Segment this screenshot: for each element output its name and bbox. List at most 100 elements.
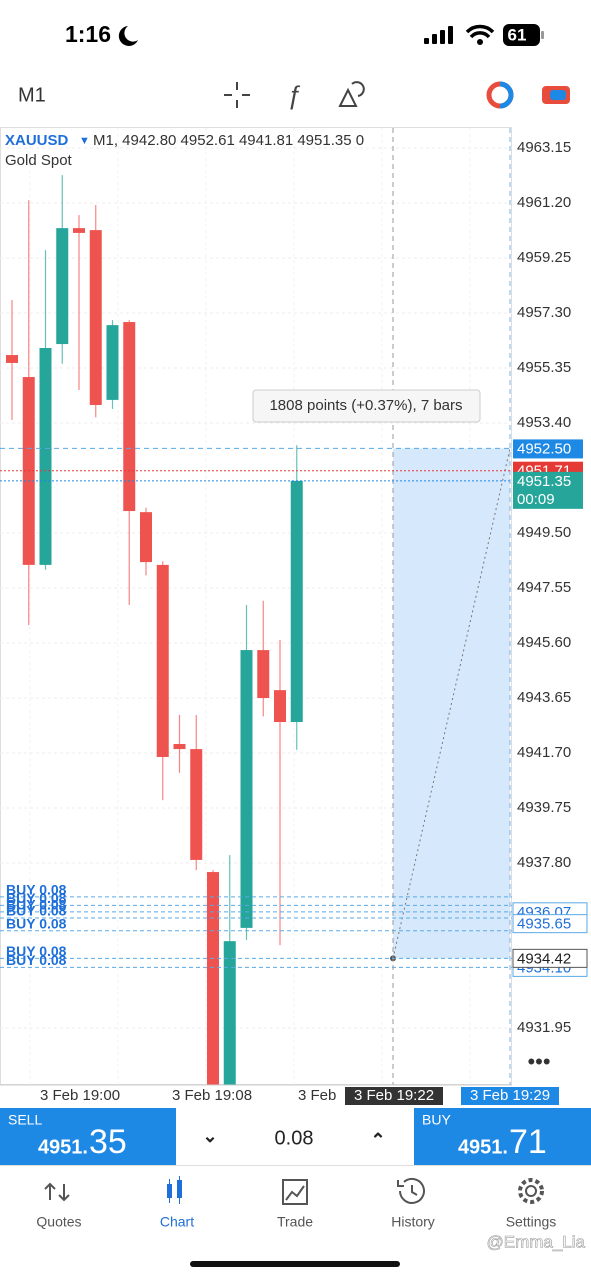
more-button[interactable]: ••• [527,1049,550,1074]
account-icon-part [499,81,514,109]
candle-body [73,228,85,233]
y-tick-label: 4937.80 [517,854,571,871]
bar-countdown: 00:09 [517,491,555,508]
volume-down[interactable]: ⌄ [202,1126,217,1146]
quotes-icon [44,1182,70,1202]
battery-level: 61 [508,25,527,44]
candle-body [190,749,203,860]
history-icon [397,1177,425,1204]
timeframe-button[interactable]: M1 [18,84,46,106]
grid: 4963.15 4961.20 4959.25 4957.30 4955.35 4953.… [0,128,571,1085]
tab-active[interactable]: Chart [160,1214,194,1230]
order-label: BUY 0.08 [6,897,67,913]
crosshair-time-bg [345,1087,443,1105]
sell-price-big: 35 [89,1123,127,1161]
candle-body [173,744,186,750]
order-label: BUY 0.08 [6,943,67,959]
measure-label-bg [252,389,481,423]
battery-cap [541,31,544,39]
y-tick-label: 4961.20 [517,194,571,211]
y-tick-label: 4949.50 [517,524,571,541]
tab[interactable]: Trade [277,1214,313,1230]
y-tick-label: 4957.30 [517,304,571,321]
candle-body [123,322,136,512]
order-tag: 4935.65 [517,916,571,933]
tab[interactable]: History [391,1214,435,1230]
candle-body [39,348,52,565]
buy-price-big: 71 [509,1123,547,1161]
tab[interactable]: Settings [506,1214,557,1230]
volume[interactable]: 0.08 [275,1127,314,1149]
measure-label: 1808 points (+0.37%), 7 bars [269,397,462,414]
order-label: BUY 0.08 [6,890,67,906]
buy-price: 4951. [458,1136,508,1158]
trade-tab-icon [282,1179,308,1205]
time-label: 3 Feb 19:00 [40,1087,120,1104]
price-tag-bg [513,439,583,459]
objects-tool[interactable] [338,81,365,107]
watermark: @Emma_Lia [486,1232,585,1251]
candle-body [140,512,152,563]
candle-body [257,650,270,699]
wifi-dot [477,39,483,45]
crosshair-time: 3 Feb 19:22 [354,1087,434,1104]
candle-body [240,650,253,928]
measure-diagonal [392,448,511,959]
y-tick-label: 4959.25 [517,249,571,266]
order-tag-bg [512,948,588,968]
order-label: BUY 0.08 [6,952,67,968]
candle-body [274,690,286,722]
y-tick-label: 4953.40 [517,414,571,431]
order-label: BUY 0.08 [6,915,67,931]
y-tick-label: 4945.60 [517,634,571,651]
indicator-tool[interactable]: ƒ [287,80,301,110]
crosshair-tool[interactable] [224,82,250,108]
sell-button[interactable] [0,1108,176,1165]
y-tick-label: 4931.95 [517,1019,571,1036]
order-label: BUY 0.08 [6,903,67,919]
time-label: 3 Feb 19:08 [172,1087,252,1104]
settings-icon [525,1185,537,1197]
battery-icon [503,24,540,46]
candle-body [106,325,119,400]
candle-body [156,564,169,757]
symbol[interactable]: XAUUSD [5,132,69,149]
settings-icon-gear [518,1178,544,1204]
ohlc-header: M1, 4942.80 4952.61 4941.81 4951.35 0 [93,132,364,149]
order-label: BUY 0.08 [6,882,67,898]
signal-icon [424,26,453,44]
price-tag: 4952.50 [517,440,571,457]
status-time: 1:16 [65,21,111,47]
candle-body [89,230,102,405]
candle-body [6,355,18,363]
y-tick-label: 4941.70 [517,744,571,761]
tab[interactable]: Quotes [36,1214,81,1230]
y-tick-label: 4963.15 [517,139,571,156]
trade-icon-part [550,90,566,100]
chart-tab-icon [167,1176,182,1204]
buy-button[interactable] [414,1108,591,1165]
volume-up[interactable]: ⌃ [370,1130,385,1150]
crosshair-time-bg [461,1087,559,1105]
buy-label: BUY [422,1112,451,1128]
wifi-icon [465,24,495,39]
y-tick-label: 4943.65 [517,689,571,706]
price-tag-bg [513,471,583,509]
time-label: 3 Feb [298,1087,336,1104]
candle-body [56,228,69,345]
crosshair-time: 3 Feb 19:29 [470,1087,550,1104]
y-tick-label: 4939.75 [517,799,571,816]
home-indicator [190,1261,400,1267]
price-tag: 4951.35 [517,473,571,490]
y-tick-label: 4955.35 [517,359,571,376]
moon-icon [118,26,138,46]
symbol-caret: ▼ [79,135,90,147]
symbol-description: Gold Spot [5,152,73,169]
y-tick-label: 4947.55 [517,579,571,596]
candle-body [207,872,219,1085]
sell-label: SELL [8,1112,42,1128]
candle-body [223,941,236,1085]
